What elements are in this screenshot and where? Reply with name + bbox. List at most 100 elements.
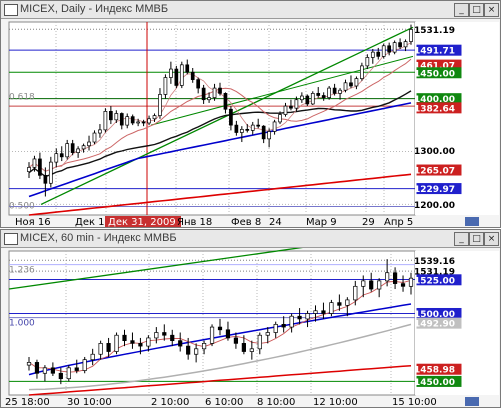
daily-titlebar: MICEX, Daily - Индекс ММВБ _ □ ×: [1, 1, 500, 19]
minimize-button[interactable]: _: [454, 3, 469, 17]
price-label-box: [417, 24, 461, 35]
x-tick-label: 12 10:00: [313, 397, 358, 408]
candle-body: [249, 348, 254, 352]
candle-body: [58, 372, 63, 380]
plot-background: [8, 21, 416, 216]
candle: [201, 84, 206, 104]
price-label: 1200.00: [414, 201, 455, 211]
candle-body: [122, 334, 127, 342]
candle: [170, 329, 175, 347]
price-label: 1450.00: [414, 69, 455, 79]
candle-body: [158, 94, 162, 116]
candle-body: [360, 65, 364, 79]
candle: [313, 305, 318, 322]
candle: [186, 337, 191, 360]
candle-body: [136, 121, 140, 124]
candle-body: [245, 128, 250, 131]
candle: [321, 92, 326, 101]
candle-body: [98, 129, 102, 134]
maximize-button[interactable]: □: [469, 232, 484, 246]
candle: [332, 83, 337, 96]
candle: [297, 308, 302, 325]
price-label-current: 1531.19: [414, 26, 455, 36]
candle: [369, 272, 374, 292]
candle-body: [162, 332, 167, 336]
price-label-box: [416, 67, 462, 79]
candle-body: [66, 367, 71, 380]
candle: [398, 38, 402, 49]
price-label: 1300.00: [414, 147, 455, 157]
candle-body: [229, 108, 233, 126]
candle: [370, 48, 375, 64]
candle: [26, 356, 32, 371]
candle-body: [87, 141, 91, 147]
candle-body: [392, 42, 397, 53]
candle-body: [241, 343, 246, 352]
moving-average-line: [28, 102, 412, 198]
candle: [245, 124, 250, 133]
candle-body: [305, 313, 310, 320]
candle: [261, 125, 266, 144]
candle-body: [321, 95, 326, 98]
candle: [125, 113, 130, 129]
candle: [154, 327, 159, 344]
minimize-button[interactable]: _: [454, 232, 469, 246]
candle-body: [265, 332, 270, 336]
close-button[interactable]: ×: [484, 232, 499, 246]
candle: [381, 43, 386, 59]
daily-chart-window: MICEX, Daily - Индекс ММВБ _ □ × 0.618 0.…: [0, 0, 501, 228]
candle-body: [125, 116, 130, 126]
candle: [257, 332, 262, 355]
candle-body: [141, 121, 146, 124]
candle-body: [218, 87, 222, 94]
candle: [147, 115, 151, 126]
candle: [283, 102, 288, 117]
candle: [392, 267, 398, 290]
candle-body: [281, 324, 286, 328]
fibo-label: 0.618: [9, 93, 35, 103]
x-tick-label: Фев 8: [231, 217, 261, 228]
candle-body: [74, 367, 79, 371]
candle-body: [381, 45, 386, 57]
candle: [59, 146, 64, 162]
candle: [48, 156, 53, 188]
candle: [158, 88, 162, 119]
hourly-chart-area[interactable]: 1.2361.0001539.161531.191525.001500.0014…: [1, 248, 500, 408]
fibo-label: 1.000: [9, 319, 35, 329]
close-button[interactable]: ×: [484, 3, 499, 17]
candle-body: [103, 111, 108, 131]
candle: [289, 99, 293, 111]
candle: [141, 119, 146, 127]
candle-body: [392, 272, 398, 284]
candle: [122, 329, 127, 347]
candle: [409, 24, 413, 45]
candle-body: [38, 158, 42, 176]
price-label: 1525.00: [414, 276, 455, 286]
candle-body: [32, 158, 37, 168]
candle-body: [377, 280, 382, 290]
candle: [272, 119, 277, 135]
candle: [136, 118, 140, 127]
candle-body: [170, 334, 175, 342]
candle-body: [34, 362, 40, 374]
candle: [212, 83, 217, 101]
candle-body: [300, 95, 304, 101]
candle-body: [76, 148, 80, 153]
candle-body: [408, 277, 414, 287]
candle: [305, 94, 310, 107]
candle-body: [70, 143, 75, 153]
price-label: 1400.00: [414, 95, 455, 105]
candle: [267, 128, 271, 148]
x-tick-label: Янв 18: [177, 217, 212, 228]
candle-body: [316, 93, 321, 96]
candle: [90, 348, 95, 366]
candle-body: [283, 105, 288, 115]
candle: [152, 113, 157, 122]
price-label-box: [416, 274, 462, 286]
maximize-button[interactable]: □: [469, 3, 484, 17]
moving-average-line: [28, 323, 412, 391]
candle: [178, 332, 183, 352]
candle-body: [179, 64, 184, 86]
candle: [233, 332, 239, 349]
